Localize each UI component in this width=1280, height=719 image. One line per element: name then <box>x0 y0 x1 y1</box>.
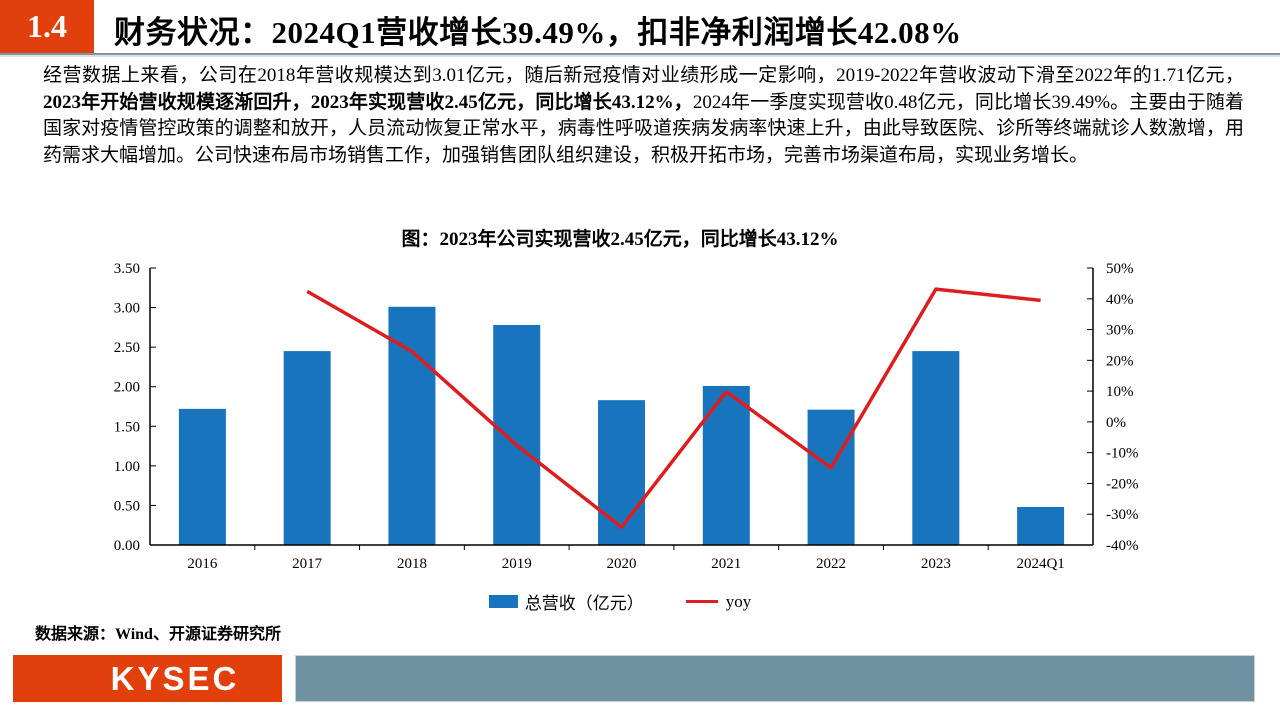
x-axis-label: 2022 <box>816 556 846 572</box>
x-axis-label: 2017 <box>292 556 323 572</box>
bar-2020 <box>598 400 645 545</box>
paragraph-segment-3: 2024年一季度实现营收0.48亿元，同比增长39.49%。主要由于随着国家对疫… <box>43 91 1244 166</box>
bar-2017 <box>283 351 331 545</box>
x-axis-label: 2021 <box>711 556 741 572</box>
left-axis-label: 0.50 <box>114 498 140 514</box>
right-axis-label: -10% <box>1106 446 1139 462</box>
legend-line-swatch <box>685 600 718 603</box>
section-number: 1.4 <box>27 8 67 44</box>
chart-legend: 总营收（亿元） yoy <box>0 589 1240 614</box>
paragraph-segment-1: 经营数据上来看，公司在2018年营收规模达到3.01亿元，随后新冠疫情对业绩形成… <box>43 65 1244 86</box>
left-axis-label: 2.00 <box>114 380 140 396</box>
paragraph-segment-bold: 2023年开始营收规模逐渐回升，2023年实现营收2.45亿元，同比增长43.1… <box>43 91 693 113</box>
right-axis-label: 10% <box>1106 384 1134 400</box>
bar-2022 <box>807 409 855 545</box>
left-axis-label: 3.00 <box>114 301 140 317</box>
footer-accent-bar <box>295 655 1255 702</box>
left-axis-label: 2.50 <box>114 340 140 356</box>
right-axis-label: 50% <box>1106 261 1134 277</box>
right-axis-label: -20% <box>1106 476 1139 492</box>
x-axis-label: 2016 <box>187 556 218 572</box>
bar-2023 <box>912 351 960 545</box>
right-axis-label: 0% <box>1106 415 1126 431</box>
summary-paragraph: 经营数据上来看，公司在2018年营收规模达到3.01亿元，随后新冠疫情对业绩形成… <box>43 63 1244 169</box>
bar-2018 <box>388 306 436 545</box>
x-axis-label: 2023 <box>921 556 951 572</box>
left-axis-label: 0.00 <box>114 538 140 554</box>
bar-2021 <box>702 385 750 545</box>
yoy-line <box>306 287 1041 529</box>
left-axis-label: 1.00 <box>114 459 140 475</box>
right-axis-label: 20% <box>1106 353 1134 369</box>
kysec-logo: KYSEC <box>13 655 282 702</box>
chart-title: 图：2023年公司实现营收2.45亿元，同比增长43.12% <box>401 229 839 250</box>
legend-line-label: yoy <box>725 591 752 611</box>
x-axis-label: 2024Q1 <box>1016 556 1064 572</box>
x-axis-label: 2018 <box>397 556 427 572</box>
x-axis-label: 2019 <box>502 556 532 572</box>
bar-2024Q1 <box>1017 507 1065 545</box>
right-axis-label: 40% <box>1106 292 1134 308</box>
left-axis-label: 1.50 <box>114 419 140 435</box>
legend-bar-label: 总营收（亿元） <box>524 594 644 613</box>
header-divider <box>0 53 1280 57</box>
left-axis-label: 3.50 <box>114 261 140 277</box>
section-number-badge: 1.4 <box>0 0 94 53</box>
kysec-logo-text: KYSEC <box>110 659 240 697</box>
right-axis-label: -40% <box>1106 538 1139 554</box>
right-axis-label: -30% <box>1106 507 1139 523</box>
bar-2019 <box>493 324 541 545</box>
legend-bar-swatch <box>488 595 518 608</box>
right-axis-label: 30% <box>1106 323 1134 339</box>
page-title: 财务状况：2024Q1营收增长39.49%，扣非净利润增长42.08% <box>114 15 962 50</box>
bar-2016 <box>178 408 226 545</box>
data-source-note: 数据来源：Wind、开源证券研究所 <box>35 626 281 643</box>
x-axis-label: 2020 <box>607 556 637 572</box>
revenue-yoy-chart: 0.00 0.50 1.00 1.50 2.00 2.50 3.00 3.50 -40% -30%… <box>114 261 1139 572</box>
